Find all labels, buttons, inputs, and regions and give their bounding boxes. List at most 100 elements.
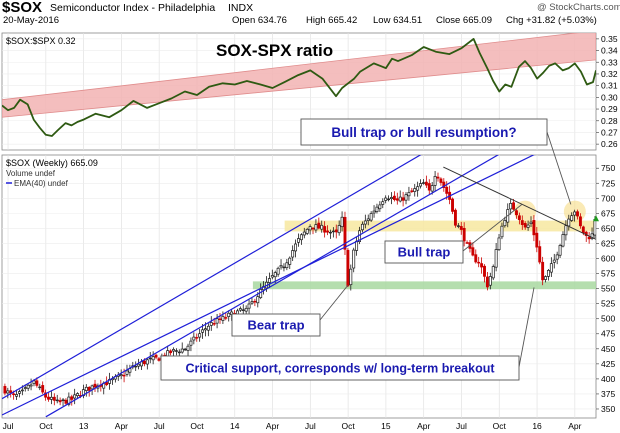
price-candle-body <box>416 186 420 191</box>
price-candle-body <box>221 315 225 321</box>
ohlc-low: Low 634.51 <box>373 15 423 26</box>
price-candle-body <box>17 391 21 394</box>
price-candle-body <box>366 218 370 221</box>
price-candle-body <box>267 278 271 283</box>
price-candle-body <box>297 238 300 243</box>
ratio-y-tick-label: 0.34 <box>601 46 618 56</box>
price-y-tick-label: 450 <box>601 344 615 354</box>
price-candle-body <box>105 382 109 386</box>
bull-trap-question-box <box>300 118 548 146</box>
ratio-plot-area <box>2 33 596 137</box>
price-candle-body <box>404 194 408 201</box>
price-candle-body <box>189 340 193 346</box>
price-candle-body <box>433 176 437 186</box>
price-candle-body <box>558 245 562 256</box>
price-candle-body <box>93 383 97 388</box>
price-candle-body <box>241 309 245 311</box>
price-legend-ema: EMA(40) undef <box>14 179 69 188</box>
price-candle-body <box>12 393 16 396</box>
price-candle-body <box>541 261 545 281</box>
price-candle-body <box>488 276 492 286</box>
price-candle-body <box>555 254 559 260</box>
price-candle-body <box>567 218 571 227</box>
price-candle-body <box>459 226 463 230</box>
bull-trap-question-callout: Bull trap or bull resumption? <box>300 118 572 205</box>
ohlc-close: Close 665.09 <box>436 15 492 26</box>
price-candle-body <box>73 394 77 399</box>
bear-trap-callout: Bear trap <box>231 284 349 337</box>
price-candle-body <box>576 211 579 217</box>
price-candle-body <box>523 222 527 228</box>
price-candle-body <box>326 230 329 233</box>
price-candle-body <box>61 399 65 401</box>
chart-date: 20-May-2016 <box>3 15 59 26</box>
ratio-y-tick-label: 0.35 <box>601 34 618 44</box>
price-candle-body <box>195 337 199 339</box>
price-y-tick-label: 625 <box>601 238 615 248</box>
price-candle-body <box>90 385 94 390</box>
price-candle-body <box>23 387 27 389</box>
price-candle-body <box>174 350 178 352</box>
price-y-tick-label: 400 <box>601 374 615 384</box>
price-candle-body <box>424 181 428 186</box>
price-candle-body <box>570 215 574 221</box>
price-candle-body <box>485 276 489 288</box>
price-candle-body <box>270 275 274 278</box>
ratio-y-tick-label: 0.30 <box>601 92 618 102</box>
price-candle-body <box>564 225 568 236</box>
price-candle-body <box>282 266 286 269</box>
lower-channel-line <box>2 155 535 416</box>
price-candle-body <box>581 226 585 234</box>
upper-channel-line <box>2 155 422 400</box>
price-candle-body <box>517 215 521 220</box>
critical-support-label: Critical support, corresponds w/ long-te… <box>185 362 495 376</box>
price-candle-body <box>337 225 341 234</box>
price-candle-body <box>218 318 222 321</box>
price-candle-body <box>215 318 219 324</box>
x-tick-label: Apr <box>115 421 128 431</box>
price-candle-body <box>44 392 48 398</box>
price-candle-body <box>294 243 298 252</box>
price-y-tick-label: 750 <box>601 163 615 173</box>
price-candle-body <box>494 249 498 268</box>
price-candle-body <box>276 267 280 275</box>
price-y-tick-label: 525 <box>601 299 615 309</box>
ratio-y-tick-label: 0.27 <box>601 127 618 137</box>
price-candle-body <box>474 254 478 263</box>
price-candle-body <box>317 222 321 229</box>
price-candle-body <box>346 249 350 287</box>
price-y-tick-label: 725 <box>601 178 615 188</box>
x-tick-label: Oct <box>493 421 507 431</box>
price-candle-body <box>35 380 39 386</box>
price-candle-body <box>369 213 373 221</box>
price-y-tick-label: 425 <box>601 359 615 369</box>
price-candle-body <box>9 390 13 394</box>
price-candle-body <box>47 396 50 400</box>
price-candle-body <box>224 317 228 319</box>
price-y-tick-label: 650 <box>601 223 615 233</box>
price-legend-volume: Volume undef <box>6 169 56 178</box>
price-candle-body <box>84 386 88 391</box>
price-candle-body <box>279 265 283 268</box>
ratio-title: SOX-SPX ratio <box>216 41 333 60</box>
price-candle-body <box>302 231 306 236</box>
ohlc-high: High 665.42 <box>306 15 358 26</box>
price-candle-body <box>355 240 359 251</box>
price-candle-body <box>471 247 475 256</box>
price-candle-body <box>360 223 364 231</box>
price-candle-body <box>259 289 263 298</box>
bull-trap-pointer <box>462 203 523 252</box>
x-tick-label: Jul <box>154 421 165 431</box>
price-candle-body <box>299 234 303 241</box>
price-candle-body <box>3 386 7 394</box>
price-candle-body <box>384 197 388 201</box>
price-y-tick-label: 375 <box>601 389 615 399</box>
price-candle-body <box>49 396 53 400</box>
x-tick-label: Apr <box>568 421 581 431</box>
bull-trap-label: Bull trap <box>398 245 451 260</box>
ratio-y-tick-label: 0.31 <box>601 81 618 91</box>
price-candle-body <box>445 186 449 194</box>
price-candle-body <box>561 234 565 247</box>
x-tick-label: Jul <box>305 421 316 431</box>
price-candle-body <box>375 206 379 212</box>
